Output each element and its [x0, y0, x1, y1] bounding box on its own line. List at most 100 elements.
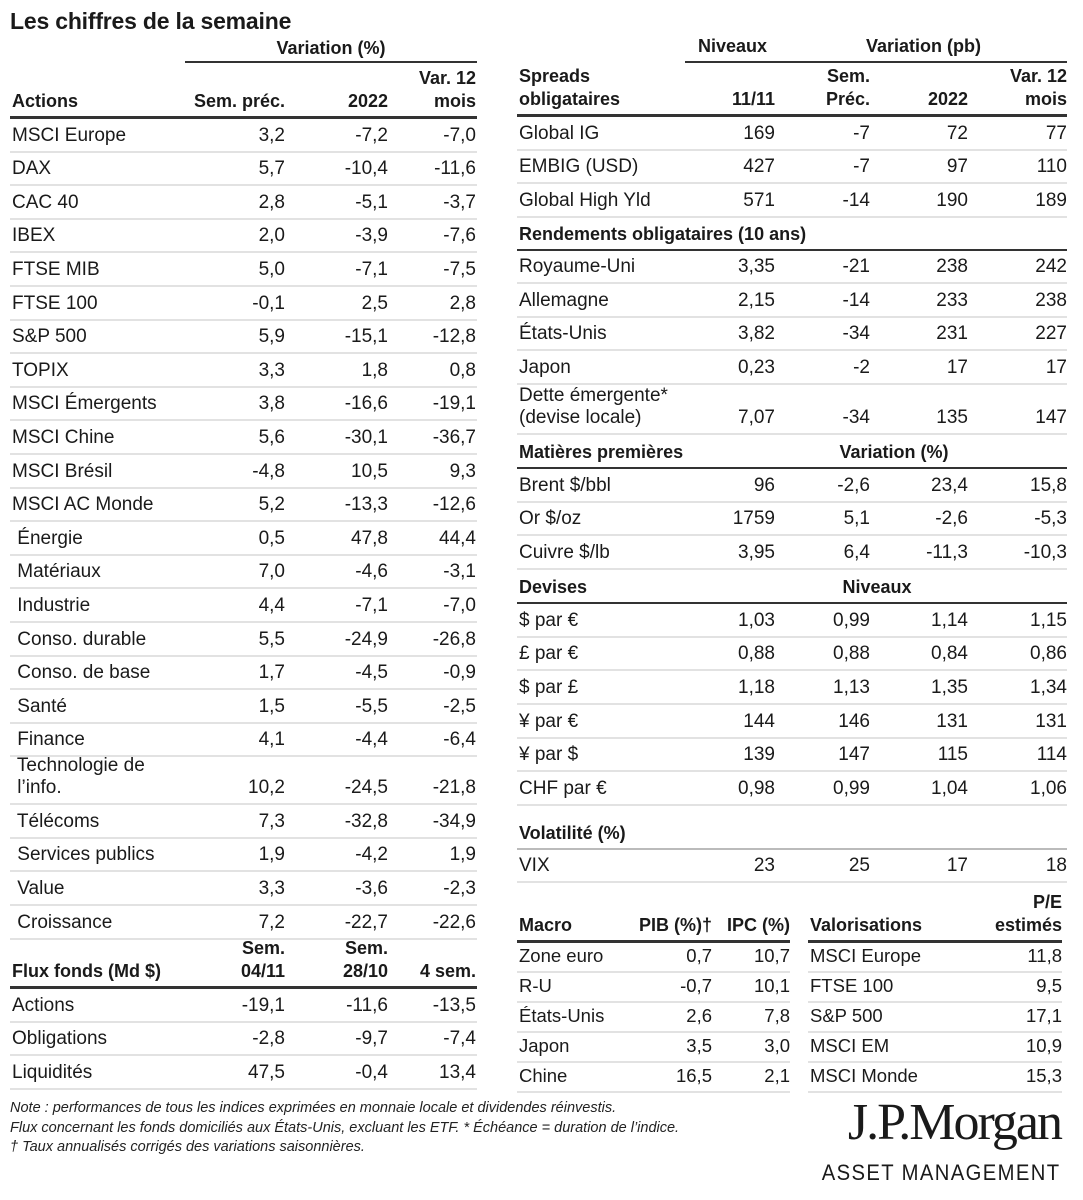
table-row: Obligations -2,8 -9,7 -7,4 — [10, 1023, 477, 1056]
row-label: Chine — [519, 1065, 568, 1086]
cell-value: 15,3 — [1025, 1065, 1062, 1086]
cell-value: 571 — [743, 189, 775, 211]
cell-value: 1,34 — [1030, 677, 1067, 699]
row-label: Conso. durable — [12, 628, 147, 650]
cell-value: 9,5 — [1036, 975, 1062, 996]
cell-value: 5,1 — [843, 508, 870, 530]
table-row: EMBIG (USD) 427 -7 97 110 — [517, 151, 1067, 184]
valuations-table: Valorisations P/E estimés MSCI Europe 11,8 F… — [808, 880, 1062, 1093]
row-label: Énergie — [12, 527, 83, 549]
cell-value: 110 — [1036, 156, 1067, 177]
table-row: MSCI AC Monde 5,2 -13,3 -12,6 — [10, 489, 477, 523]
section-title: Volatilité (%) — [519, 822, 626, 843]
cell-value: 135 — [936, 406, 968, 428]
table-row: Santé 1,5 -5,5 -2,5 — [10, 690, 477, 724]
cell-value: 1,35 — [931, 677, 968, 699]
cell-value: 5,7 — [258, 158, 285, 180]
cell-value: -24,5 — [344, 777, 388, 799]
actions-table: Variation (%) Actions Sem. préc. 2022 Var. 1… — [10, 0, 477, 940]
cell-value: 0,86 — [1030, 643, 1067, 665]
cell-value: 5,0 — [258, 258, 285, 280]
cell-value: -7 — [853, 122, 870, 144]
cell-value: 5,6 — [258, 426, 285, 448]
row-label: Brent $/bbl — [519, 474, 611, 496]
table-row: S&P 500 17,1 — [808, 1003, 1062, 1033]
cell-value: 3,8 — [258, 393, 285, 415]
cell-value: 1,15 — [1030, 609, 1067, 631]
row-label: $ par £ — [519, 677, 579, 699]
cell-value: 5,5 — [258, 628, 285, 650]
cell-value: -7,0 — [443, 124, 476, 146]
row-label: VIX — [519, 855, 550, 877]
row-label: Japon — [519, 1035, 570, 1056]
cell-value: -2,8 — [252, 1028, 285, 1049]
cell-value: 6,4 — [843, 542, 870, 564]
table-row: États-Unis 2,6 7,8 — [517, 1003, 790, 1033]
cell-value: 1,13 — [833, 677, 870, 699]
table-row: IBEX 2,0 -3,9 -7,6 — [10, 220, 477, 254]
cell-value: -34 — [842, 323, 870, 345]
cell-value: 189 — [1035, 189, 1067, 211]
cell-value: 0,99 — [833, 777, 870, 799]
group-header-variation: Variation (pb) — [865, 36, 981, 56]
table-row: Technologie de l’info. 10,2 -24,5 -21,8 — [10, 755, 477, 806]
footnotes: Note : performances de tous les indices … — [10, 1099, 750, 1158]
cell-value: 1,7 — [258, 662, 285, 684]
cell-value: 11,8 — [1027, 945, 1062, 966]
table-row: FTSE 100 9,5 — [808, 973, 1062, 1003]
table-row: £ par € 0,88 0,88 0,84 0,86 — [517, 638, 1067, 672]
column-header: PIB (%)† — [638, 915, 712, 935]
cell-value: 115 — [937, 744, 968, 766]
cell-value: -34,9 — [432, 810, 476, 832]
table-row: MSCI Europe 11,8 — [808, 943, 1062, 973]
row-label: MSCI Europe — [12, 124, 127, 146]
table-row: MSCI Émergents 3,8 -16,6 -19,1 — [10, 388, 477, 422]
cell-value: -3,6 — [355, 878, 388, 900]
header-row: Actions Sem. préc. 2022 Var. 12 mois — [10, 65, 477, 119]
table-row: Brent $/bbl 96 -2,6 23,4 15,8 — [517, 469, 1067, 503]
cell-value: 10,5 — [351, 460, 388, 482]
cell-value: 2,0 — [258, 225, 285, 247]
cell-value: 3,5 — [686, 1035, 712, 1056]
cell-value: -0,9 — [443, 662, 476, 684]
cell-value: 97 — [946, 156, 968, 177]
table-row: $ par £ 1,18 1,13 1,35 1,34 — [517, 671, 1067, 706]
page-title: Les chiffres de la semaine — [10, 8, 292, 34]
cell-value: -24,9 — [344, 628, 388, 650]
table-row: Croissance 7,2 -22,7 -22,6 — [10, 906, 477, 940]
cell-value: 23 — [753, 855, 775, 877]
row-label: Conso. de base — [12, 662, 151, 684]
cell-value: 242 — [1035, 256, 1067, 278]
cell-value: -26,8 — [432, 628, 476, 650]
cell-value: -36,7 — [432, 426, 476, 448]
row-label: DAX — [12, 158, 52, 180]
table-row: TOPIX 3,3 1,8 0,8 — [10, 354, 477, 388]
row-label: Or $/oz — [519, 508, 582, 530]
asset-management-logo: ASSET MANAGEMENT — [822, 1160, 1061, 1185]
cell-value: 16,5 — [675, 1065, 712, 1086]
row-label: Cuivre $/lb — [519, 542, 610, 564]
table-row: Dette émergente* (devise locale) 7,07 -34 1… — [517, 385, 1067, 435]
cell-value: 1,14 — [931, 609, 968, 631]
cell-value: -4,6 — [355, 561, 388, 583]
section-subtitle: Variation (%) — [839, 441, 949, 462]
cell-value: 1,18 — [738, 677, 775, 699]
table-row: Royaume-Uni 3,35 -21 238 242 — [517, 251, 1067, 285]
column-header: Var. 12 mois — [418, 68, 476, 111]
cell-value: 114 — [1036, 744, 1067, 766]
table-row: CAC 40 2,8 -5,1 -3,7 — [10, 186, 477, 220]
cell-value: -34 — [842, 406, 870, 428]
cell-value: -7,5 — [443, 258, 476, 280]
row-label: Value — [12, 878, 65, 900]
cell-value: 7,0 — [258, 561, 285, 583]
row-label: États-Unis — [519, 1005, 605, 1026]
cell-value: -4,8 — [252, 460, 285, 482]
cell-value: -7,6 — [443, 225, 476, 247]
cell-value: -21,8 — [432, 777, 476, 799]
table-row: $ par € 1,03 0,99 1,14 1,15 — [517, 604, 1067, 638]
cell-value: -10,4 — [344, 158, 388, 180]
cell-value: 1,5 — [258, 695, 285, 717]
cell-value: 4,1 — [258, 729, 285, 751]
cell-value: -13,3 — [344, 494, 388, 516]
cell-value: -30,1 — [344, 426, 388, 448]
